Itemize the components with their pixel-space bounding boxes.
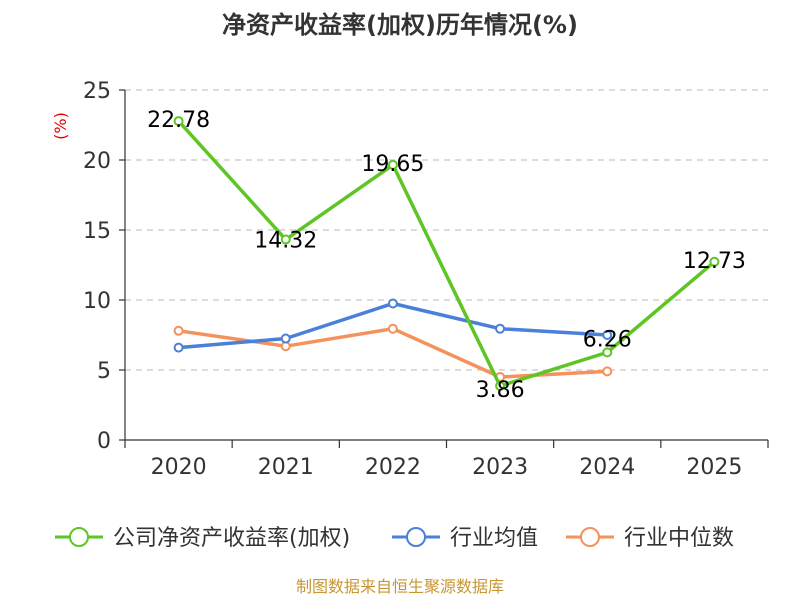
y-tick-label-5: 5 xyxy=(97,359,111,384)
series-group xyxy=(173,116,720,391)
legend-label-1: 行业均值 xyxy=(450,526,538,551)
series-1-point-2024 xyxy=(602,330,613,340)
series-0-point-2024 xyxy=(602,347,613,358)
series-0-point-2025 xyxy=(709,256,720,267)
series-line-0 xyxy=(177,119,716,388)
series-1-point-2023 xyxy=(495,323,506,334)
data-label-2021: 14.32 xyxy=(254,229,317,254)
legend-label-0: 公司净资产收益率(加权) xyxy=(113,526,350,551)
data-label-2025: 12.73 xyxy=(683,249,746,274)
source-note: 制图数据来自恒生聚源数据库 xyxy=(296,577,504,596)
series-0-point-2023 xyxy=(495,380,506,391)
data-label-2020: 22.78 xyxy=(147,108,210,133)
y-axis-label: (%) xyxy=(51,112,70,140)
gridlines xyxy=(125,89,768,371)
series-0-point-2021 xyxy=(280,234,291,245)
series-2-point-2022 xyxy=(387,323,398,334)
data-label-2023: 3.86 xyxy=(476,378,525,403)
y-tick-label-10: 10 xyxy=(83,289,111,314)
x-tick-label-2025: 2025 xyxy=(686,455,742,480)
x-tick-label-2021: 2021 xyxy=(258,455,314,480)
chart-title: 净资产收益率(加权)历年情况(%) xyxy=(222,11,578,39)
y-tick-label-15: 15 xyxy=(83,219,111,244)
series-2-point-2024 xyxy=(602,366,613,377)
series-0-point-2020 xyxy=(173,116,184,127)
legend-label-2: 行业中位数 xyxy=(624,526,734,551)
y-tick-label-0: 0 xyxy=(97,429,111,454)
series-2-point-2020 xyxy=(173,325,184,336)
data-label-2022: 19.65 xyxy=(361,152,424,177)
x-tick-label-2020: 2020 xyxy=(151,455,207,480)
x-tick-label-2023: 2023 xyxy=(472,455,528,480)
series-1-point-2022 xyxy=(387,298,398,309)
legend-marker-0 xyxy=(69,527,89,547)
series-0-point-2022 xyxy=(387,159,398,170)
x-tick-label-2024: 2024 xyxy=(579,455,635,480)
x-tick-label-2022: 2022 xyxy=(365,455,421,480)
legend: 公司净资产收益率(加权) 行业均值 行业中位数 xyxy=(55,526,734,551)
data-labels: 22.78 14.32 19.65 3.86 6.26 12.73 xyxy=(147,108,746,403)
legend-marker-1 xyxy=(406,527,426,547)
series-1-point-2020 xyxy=(173,342,184,353)
legend-marker-2 xyxy=(580,527,600,547)
y-tick-label-20: 20 xyxy=(83,149,111,174)
data-label-2024: 6.26 xyxy=(583,327,632,352)
series-1-point-2021 xyxy=(280,333,291,344)
y-tick-label-25: 25 xyxy=(83,79,111,104)
